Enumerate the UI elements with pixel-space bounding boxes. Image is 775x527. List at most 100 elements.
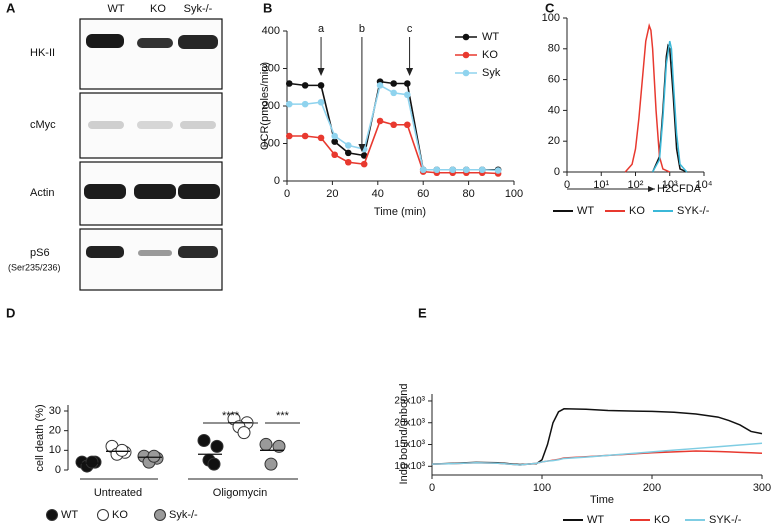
series-line: [651, 40, 688, 173]
x-axis-label: Time: [590, 494, 614, 506]
x-tick-label: 0: [429, 482, 435, 494]
category-label: Oligomycin: [213, 487, 267, 499]
annotation-arrowhead: [317, 68, 325, 76]
point: [331, 138, 338, 145]
point: [360, 160, 368, 168]
x-tick-label: 300: [753, 482, 771, 494]
point: [449, 166, 457, 174]
x-tick-label: 40: [372, 188, 384, 200]
point: [207, 457, 221, 471]
x-axis-label: H2CFDA: [657, 183, 702, 195]
annotation-arrowhead: [358, 144, 366, 152]
point: [331, 132, 338, 140]
lane-label: WT: [107, 3, 124, 15]
point: [390, 80, 397, 87]
x-tick-label: 10³: [662, 179, 678, 191]
point: [272, 439, 286, 453]
row-label: pS6: [30, 247, 50, 259]
x-tick-label: 20: [326, 188, 338, 200]
x-tick-label: 100: [505, 188, 523, 200]
x-tick-label: 80: [462, 188, 474, 200]
point: [301, 132, 309, 140]
point: [85, 455, 99, 469]
y-tick-label: 25x10³: [394, 396, 425, 407]
legend-label: WT: [482, 31, 499, 43]
band: [178, 246, 218, 258]
point: [494, 167, 502, 174]
band: [137, 121, 173, 129]
y-tick-label: 0: [55, 464, 61, 476]
legend-label: KO: [482, 49, 498, 61]
y-tick-label: 10x10³: [394, 461, 425, 472]
band: [178, 35, 218, 49]
significance-label: ***: [276, 410, 290, 422]
lane-label: KO: [150, 3, 166, 15]
y-tick-label: 200: [262, 100, 280, 112]
band: [178, 184, 220, 199]
x-tick-label: 10¹: [593, 179, 609, 191]
annotation: a: [318, 23, 325, 35]
point: [237, 426, 251, 440]
band: [88, 121, 124, 129]
panel-label: D: [6, 305, 15, 320]
panel-a: A WT KO Syk-/- HK-II cMyc Actin pS6 (Ser…: [6, 0, 223, 291]
y-tick-label: 30: [49, 405, 61, 417]
point: [390, 121, 397, 129]
point: [301, 100, 309, 108]
y-tick-label: 20x10³: [394, 417, 425, 428]
point: [390, 89, 397, 97]
x-tick-label: 60: [417, 188, 429, 200]
point: [264, 457, 278, 471]
annotation: b: [359, 23, 365, 35]
lane-label: Syk-/-: [184, 3, 213, 15]
panel-label: B: [263, 0, 272, 15]
point: [478, 166, 486, 174]
legend-label: KO: [654, 514, 670, 526]
point: [197, 434, 211, 447]
y-tick-label: 20: [49, 425, 61, 437]
legend-marker: [154, 509, 166, 521]
y-tick-label: 60: [548, 74, 560, 86]
legend-label: WT: [61, 509, 78, 521]
y-tick-label: 20: [548, 135, 560, 147]
y-tick-label: 80: [548, 43, 560, 55]
band: [138, 250, 172, 256]
point: [301, 82, 309, 89]
point: [433, 166, 441, 174]
x-tick-label: 200: [643, 482, 661, 494]
y-tick-label: 100: [262, 137, 280, 149]
band: [86, 34, 124, 48]
legend-label: SYK-/-: [709, 514, 742, 526]
y-tick-label: 400: [262, 25, 280, 37]
x-tick-label: 0: [564, 179, 570, 191]
panel-label: E: [418, 305, 427, 320]
point: [115, 443, 129, 457]
point: [344, 158, 352, 166]
point: [404, 121, 411, 129]
legend-marker: [462, 51, 470, 59]
point: [344, 142, 352, 149]
point: [404, 80, 411, 87]
y-tick-label: 40: [548, 104, 560, 116]
legend-marker: [97, 509, 109, 521]
y-tick-label: 10: [49, 444, 61, 456]
point: [419, 166, 427, 174]
legend-marker: [462, 69, 470, 77]
point: [317, 82, 325, 89]
point: [463, 166, 470, 174]
point: [404, 91, 411, 99]
point: [259, 437, 273, 451]
y-tick-label: 0: [554, 166, 560, 178]
y-tick-label: 15x10³: [394, 439, 425, 450]
point: [285, 100, 293, 108]
legend-label: KO: [629, 205, 645, 217]
legend-label: Syk: [482, 67, 501, 79]
x-axis-label: Time (min): [374, 206, 426, 218]
point: [285, 132, 293, 140]
band: [134, 184, 176, 199]
point: [331, 151, 338, 159]
y-tick-label: 300: [262, 62, 280, 74]
legend-marker: [462, 33, 470, 41]
legend-label: WT: [577, 205, 594, 217]
panel-label: C: [545, 0, 555, 15]
